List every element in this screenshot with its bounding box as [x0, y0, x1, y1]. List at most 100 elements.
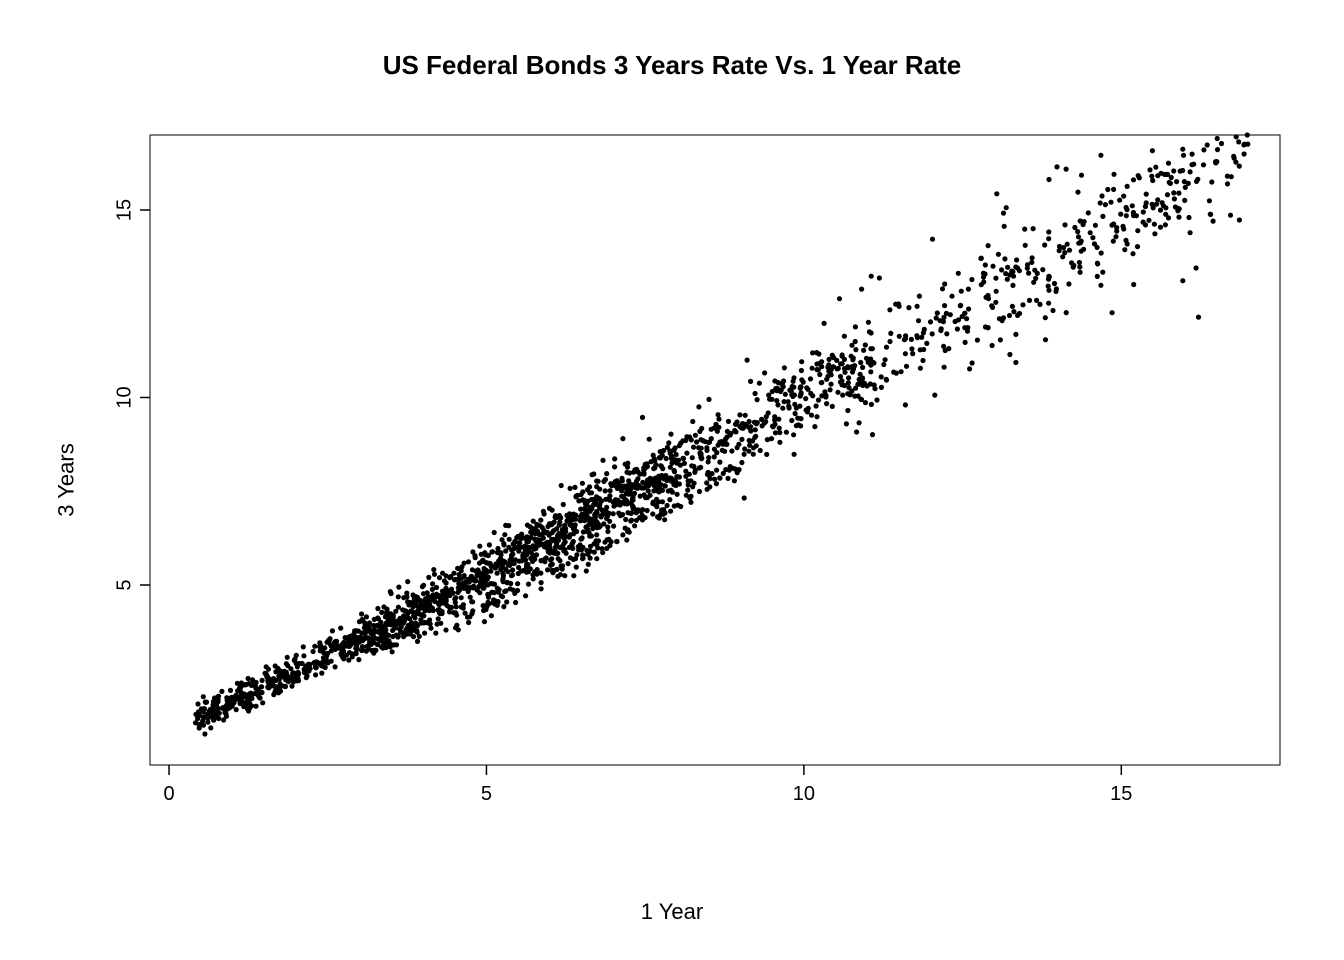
data-point — [569, 542, 574, 547]
data-point — [687, 434, 692, 439]
data-point — [388, 644, 393, 649]
data-point — [611, 524, 616, 529]
data-point — [372, 635, 377, 640]
data-point — [1245, 132, 1250, 137]
data-point — [1211, 219, 1216, 224]
data-point — [423, 600, 428, 605]
data-point — [651, 453, 656, 458]
data-point — [493, 563, 498, 568]
data-point — [685, 488, 690, 493]
data-point — [1189, 162, 1194, 167]
data-point — [260, 700, 265, 705]
data-point — [206, 709, 211, 714]
data-point — [512, 561, 517, 566]
data-point — [321, 656, 326, 661]
x-tick-label: 10 — [793, 783, 815, 805]
data-point — [259, 690, 264, 695]
data-point — [899, 369, 904, 374]
data-point — [399, 624, 404, 629]
data-point — [652, 465, 657, 470]
data-point — [934, 315, 939, 320]
data-point — [1010, 283, 1015, 288]
y-tick-label: 5 — [113, 579, 135, 590]
data-point — [476, 572, 481, 577]
data-point — [964, 316, 969, 321]
data-point — [666, 440, 671, 445]
data-point — [742, 446, 747, 451]
data-point — [573, 556, 578, 561]
data-point — [967, 366, 972, 371]
data-point — [682, 461, 687, 466]
data-point — [605, 524, 610, 529]
data-point — [906, 305, 911, 310]
data-point — [434, 585, 439, 590]
data-point — [1013, 360, 1018, 365]
data-point — [415, 639, 420, 644]
data-point — [777, 426, 782, 431]
data-point — [1178, 169, 1183, 174]
data-point — [1234, 134, 1239, 139]
data-point — [538, 518, 543, 523]
data-point — [1165, 192, 1170, 197]
data-point — [648, 493, 653, 498]
data-point — [509, 548, 514, 553]
data-point — [846, 385, 851, 390]
data-point — [966, 287, 971, 292]
data-point — [1027, 298, 1032, 303]
data-point — [391, 613, 396, 618]
data-point — [863, 342, 868, 347]
data-point — [590, 472, 595, 477]
x-tick-label: 15 — [1110, 783, 1132, 805]
data-point — [769, 436, 774, 441]
data-point — [375, 606, 380, 611]
data-point — [838, 374, 843, 379]
data-point — [902, 337, 907, 342]
data-point — [1064, 167, 1069, 172]
data-point — [975, 338, 980, 343]
data-point — [431, 567, 436, 572]
data-point — [713, 422, 718, 427]
data-point — [561, 502, 566, 507]
data-point — [413, 600, 418, 605]
data-point — [747, 419, 752, 424]
data-point — [580, 498, 585, 503]
data-point — [998, 337, 1003, 342]
data-point — [814, 414, 819, 419]
data-point — [1186, 215, 1191, 220]
data-point — [1076, 234, 1081, 239]
data-point — [922, 327, 927, 332]
data-point — [234, 707, 239, 712]
data-point — [791, 375, 796, 380]
data-point — [554, 551, 559, 556]
data-point — [600, 458, 605, 463]
data-point — [774, 398, 779, 403]
data-point — [665, 445, 670, 450]
data-point — [1047, 274, 1052, 279]
data-point — [993, 300, 998, 305]
data-point — [1077, 264, 1082, 269]
data-point — [1098, 200, 1103, 205]
data-point — [594, 519, 599, 524]
data-point — [1150, 148, 1155, 153]
data-point — [587, 484, 592, 489]
data-point — [881, 362, 886, 367]
data-point — [1054, 164, 1059, 169]
data-point — [675, 503, 680, 508]
data-point — [389, 591, 394, 596]
data-point — [391, 621, 396, 626]
data-point — [563, 529, 568, 534]
data-point — [383, 631, 388, 636]
data-point — [401, 613, 406, 618]
y-axis-label: 3 Years — [54, 443, 80, 516]
data-point — [786, 404, 791, 409]
data-point — [403, 627, 408, 632]
data-point — [366, 625, 371, 630]
data-point — [628, 518, 633, 523]
data-point — [1014, 257, 1019, 262]
data-point — [428, 626, 433, 631]
data-point — [559, 483, 564, 488]
data-point — [1159, 171, 1164, 176]
data-point — [986, 296, 991, 301]
data-point — [828, 387, 833, 392]
data-point — [1135, 244, 1140, 249]
